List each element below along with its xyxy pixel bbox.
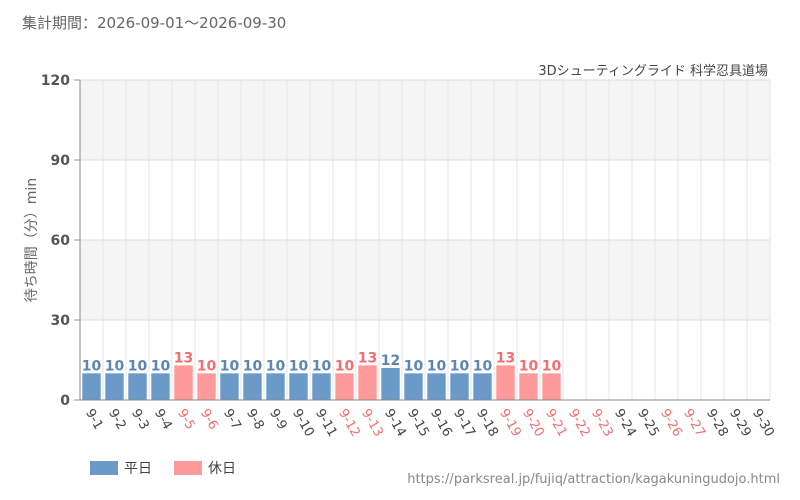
x-tick-label: 9-28 — [703, 407, 731, 440]
bar-value-label: 10 — [289, 358, 309, 374]
bar-value-label: 10 — [450, 358, 470, 374]
x-tick-label: 9-7 — [220, 407, 244, 433]
bar — [473, 373, 492, 400]
bar — [427, 373, 446, 400]
bar — [105, 373, 124, 400]
x-tick-label: 9-2 — [105, 407, 129, 433]
x-ticks-group: 9-1 9-2 9-3 9-4 9-5 9-6 9-7 9-8 9-9 9-109-119-129… — [82, 407, 777, 440]
bar-value-label: 10 — [82, 358, 102, 374]
bar — [197, 373, 216, 400]
legend: 平日 休日 — [90, 458, 258, 478]
bar-value-label: 10 — [128, 358, 148, 374]
bar-value-label: 10 — [335, 358, 355, 374]
bar — [220, 373, 239, 400]
legend-swatch-weekday — [90, 461, 118, 475]
bar-value-label: 10 — [220, 358, 240, 374]
x-tick-label: 9-6 — [197, 407, 221, 433]
bar-value-label: 10 — [519, 358, 539, 374]
bar — [312, 373, 331, 400]
y-tick-label: 90 — [51, 153, 71, 169]
x-tick-label: 9-4 — [151, 407, 175, 433]
period-label: 集計期間：2026-09-01～2026-09-30 — [22, 14, 287, 32]
legend-label-weekday: 平日 — [124, 461, 152, 477]
bar-value-label: 10 — [404, 358, 424, 374]
x-tick-label: 9-1 — [82, 407, 106, 433]
x-tick-label: 9-15 — [404, 407, 432, 440]
source-url: https://parksreal.jp/fujiq/attraction/ka… — [407, 472, 780, 487]
bar — [128, 373, 147, 400]
y-tick-label: 30 — [51, 313, 71, 329]
x-tick-label: 9-18 — [473, 407, 501, 440]
bar — [243, 373, 262, 400]
bar-value-label: 10 — [105, 358, 125, 374]
y-axis-label: 待ち時間（分）min — [24, 178, 40, 302]
bar — [358, 365, 377, 400]
bar — [174, 365, 193, 400]
x-tick-label: 9-11 — [312, 407, 340, 440]
bar — [450, 373, 469, 400]
x-tick-label: 9-29 — [726, 407, 754, 440]
bar — [519, 373, 538, 400]
x-tick-label: 9-23 — [588, 407, 616, 440]
bar-value-label: 13 — [174, 350, 193, 366]
x-tick-label: 9-12 — [335, 407, 363, 440]
x-tick-label: 9-10 — [289, 407, 317, 440]
bar-value-label: 13 — [358, 350, 377, 366]
bar-value-label: 10 — [243, 358, 263, 374]
x-tick-label: 9-19 — [496, 407, 524, 440]
x-tick-label: 9-25 — [634, 407, 662, 440]
x-tick-label: 9-26 — [657, 407, 685, 440]
bar-labels-group: 10 10 10 10 13 10 10 10 10 10 10 10 13 12 10 10 10 10 13 10… — [82, 350, 562, 374]
y-ticks-group: 0 30 60 90 120 — [41, 73, 80, 409]
bar-value-label: 10 — [473, 358, 493, 374]
x-tick-label: 9-9 — [266, 407, 290, 433]
bar — [496, 365, 515, 400]
bar-value-label: 13 — [496, 350, 515, 366]
legend-item-weekday: 平日 — [90, 458, 152, 478]
bar-value-label: 10 — [312, 358, 332, 374]
x-tick-label: 9-21 — [542, 407, 570, 440]
x-tick-label: 9-17 — [450, 407, 478, 440]
x-tick-label: 9-20 — [519, 407, 547, 440]
y-tick-label: 60 — [51, 233, 71, 249]
attraction-name: 3Dシューティングライド 科学忍具道場 — [538, 64, 768, 79]
x-tick-label: 9-30 — [749, 407, 777, 440]
bar — [381, 368, 400, 400]
bar — [542, 373, 561, 400]
legend-label-holiday: 休日 — [208, 461, 236, 477]
x-tick-label: 9-8 — [243, 407, 267, 433]
bar — [335, 373, 354, 400]
x-tick-label: 9-24 — [611, 407, 639, 440]
x-tick-label: 9-22 — [565, 407, 593, 440]
x-tick-label: 9-16 — [427, 407, 455, 440]
legend-item-holiday: 休日 — [174, 458, 236, 478]
bar — [266, 373, 285, 400]
bar — [289, 373, 308, 400]
x-tick-label: 9-5 — [174, 407, 198, 433]
bar — [151, 373, 170, 400]
x-tick-label: 9-3 — [128, 407, 152, 433]
y-tick-label: 0 — [60, 393, 70, 409]
bar — [404, 373, 423, 400]
x-tick-label: 9-27 — [680, 407, 708, 440]
bars-group — [82, 365, 561, 400]
bar-value-label: 10 — [151, 358, 171, 374]
x-tick-label: 9-14 — [381, 407, 409, 440]
bar-value-label: 10 — [427, 358, 447, 374]
legend-swatch-holiday — [174, 461, 202, 475]
bar-value-label: 10 — [197, 358, 217, 374]
bar — [82, 373, 101, 400]
bar-value-label: 12 — [381, 353, 400, 369]
bar-value-label: 10 — [542, 358, 562, 374]
y-tick-label: 120 — [41, 73, 70, 89]
bar-value-label: 10 — [266, 358, 286, 374]
x-tick-label: 9-13 — [358, 407, 386, 440]
